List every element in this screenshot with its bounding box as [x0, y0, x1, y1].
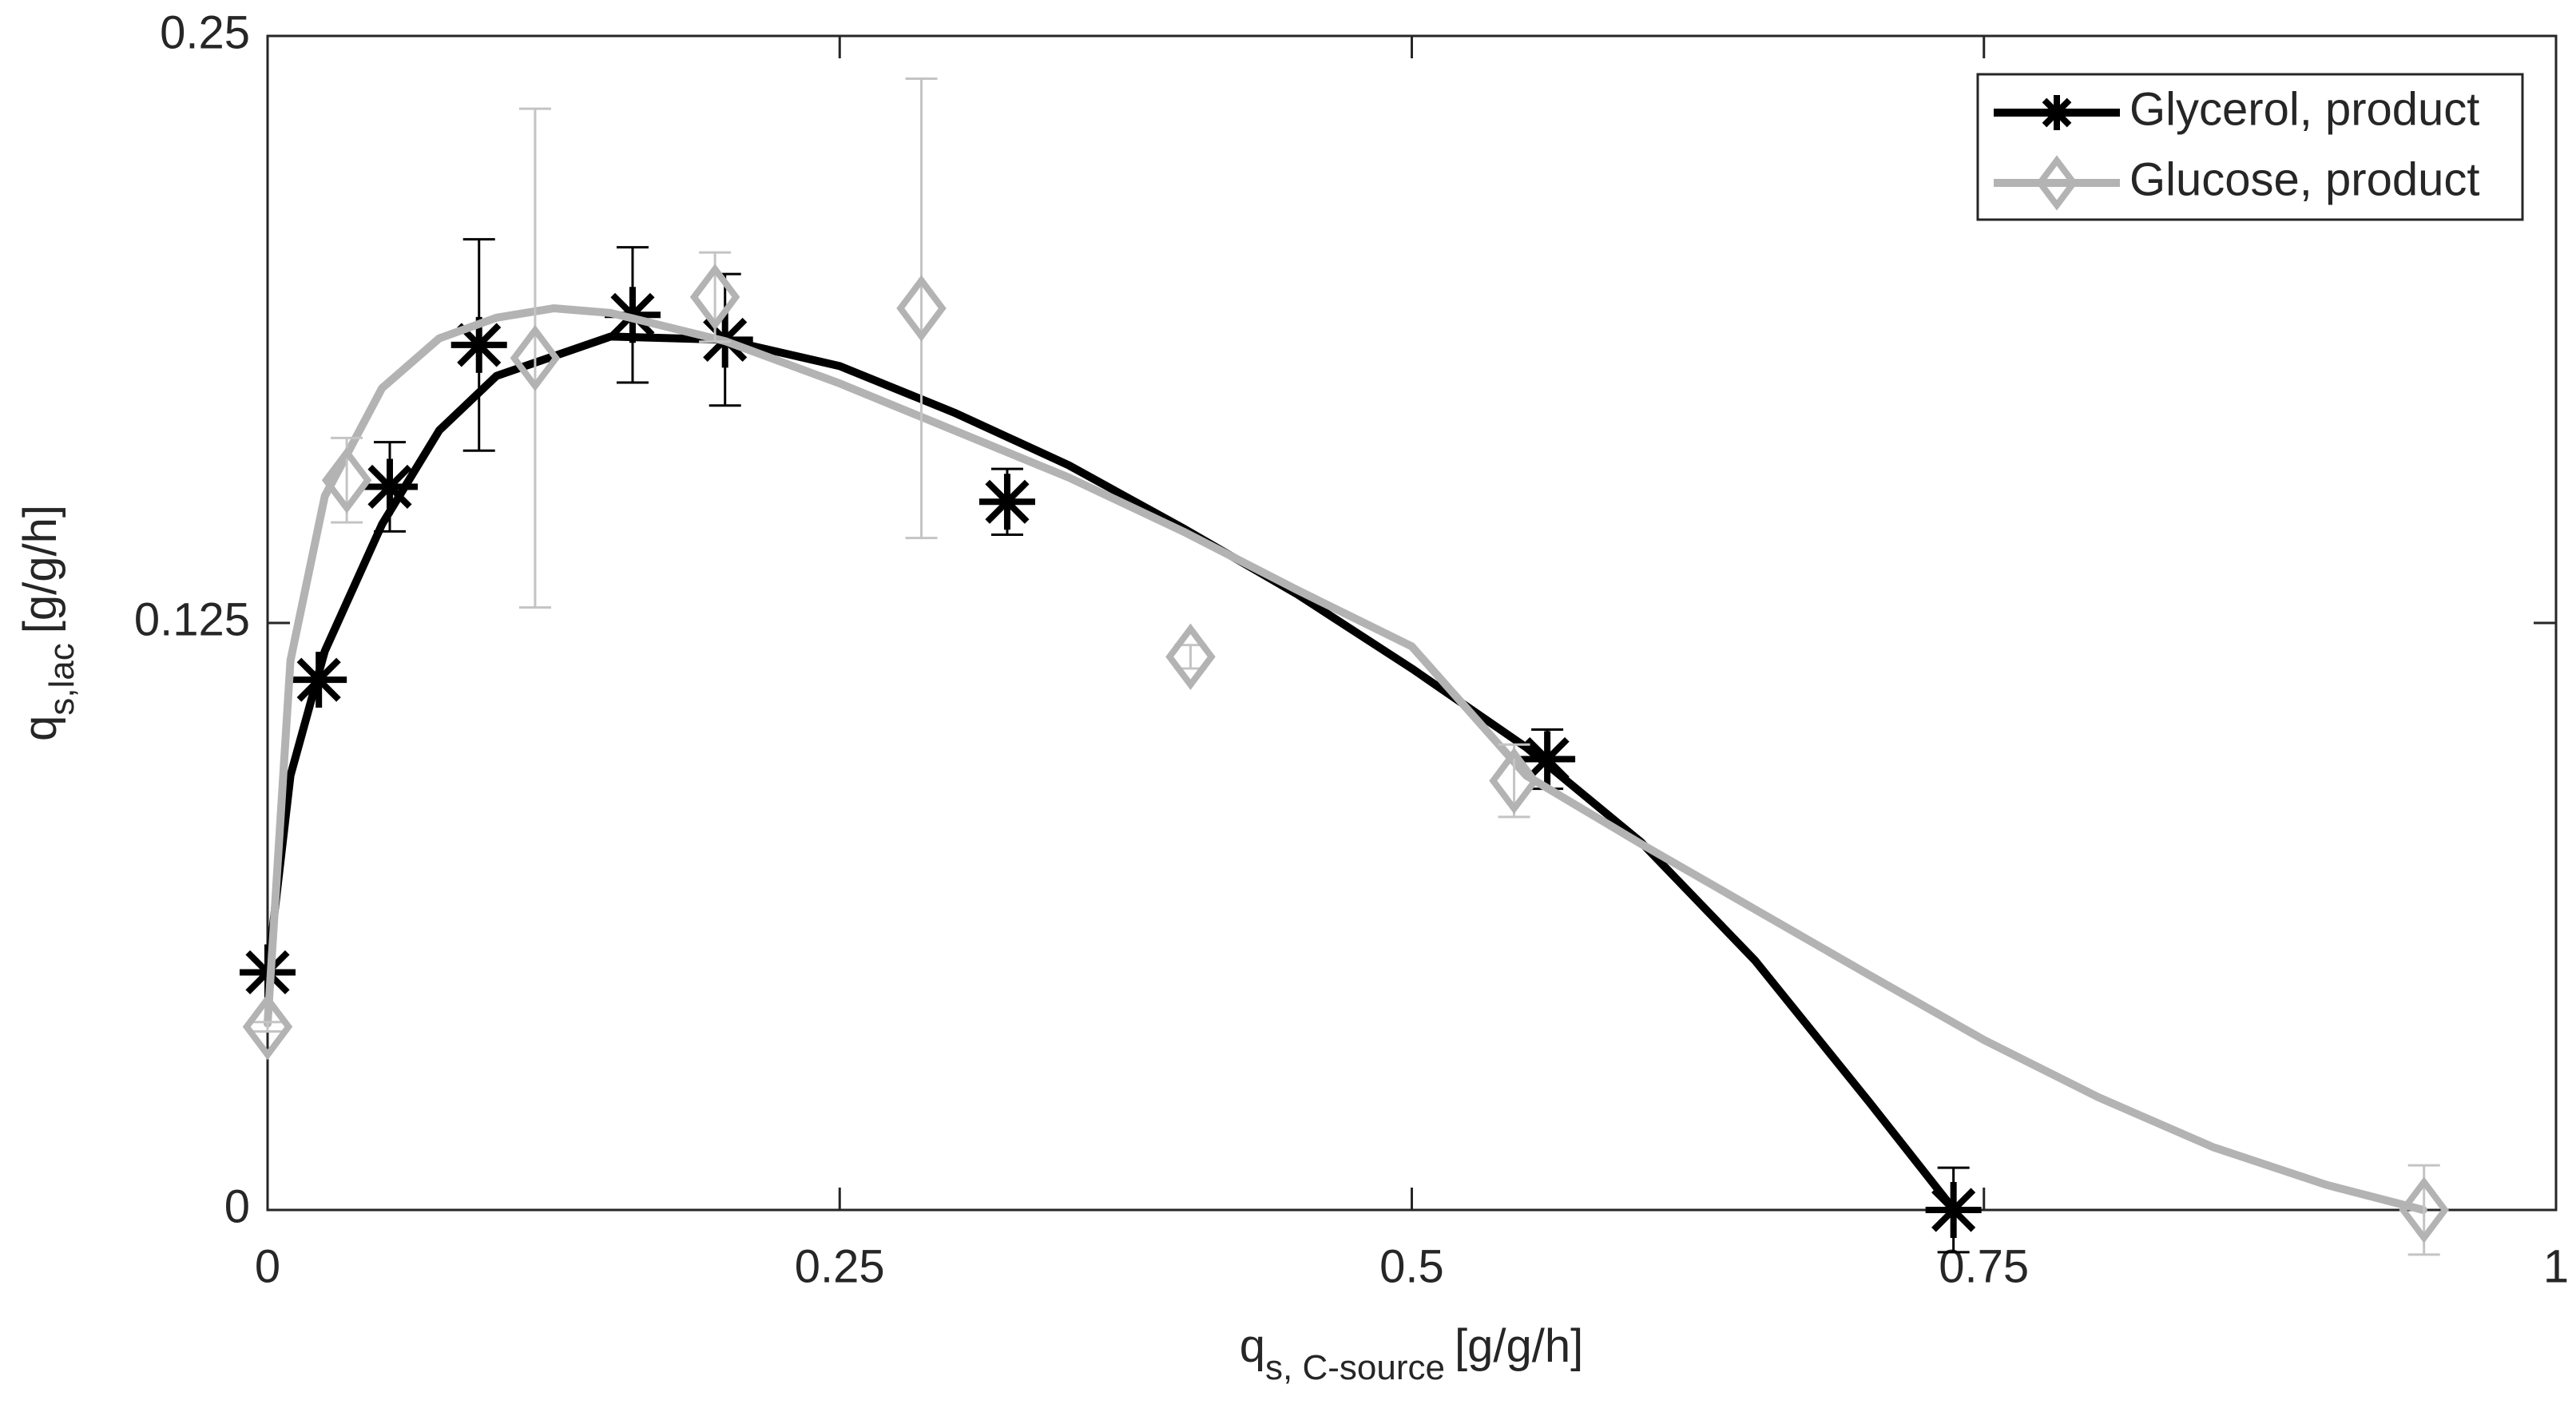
- data-point: [291, 652, 347, 708]
- star-stroke: [367, 464, 412, 510]
- data-point: [1519, 731, 1576, 787]
- legend-marker: [2036, 155, 2078, 211]
- plot-frame: [266, 34, 2558, 1212]
- data-point: [242, 994, 293, 1061]
- data-point: [1489, 747, 1539, 815]
- error-bar: [518, 107, 551, 609]
- data-point: [1925, 1182, 1982, 1238]
- y-label-main: q: [14, 716, 66, 741]
- star-stroke: [296, 657, 341, 702]
- x-tick-label: 0.5: [1379, 1240, 1444, 1292]
- data-point: [510, 324, 561, 392]
- diamond-outline: [896, 275, 947, 342]
- diamond-outline: [689, 264, 740, 331]
- data-point: [689, 264, 740, 331]
- legend-box: [1976, 73, 2524, 221]
- y-tick-label: 0.125: [134, 593, 250, 645]
- diamond-outline: [242, 994, 293, 1061]
- legend-label: Glucose, product: [2129, 153, 2479, 205]
- error-bar: [905, 77, 938, 540]
- data-point: [361, 458, 418, 515]
- data-point: [896, 275, 947, 342]
- x-tick-label: 0: [255, 1240, 280, 1292]
- diamond-outline: [2399, 1176, 2449, 1244]
- diamond-outline: [1165, 623, 1216, 691]
- star-stroke: [2042, 97, 2072, 128]
- diamond-outline: [1489, 747, 1539, 815]
- error-bar: [252, 1021, 284, 1033]
- x-label-sub: s, C-source: [1265, 1348, 1445, 1387]
- y-label-sub: s,lac: [42, 643, 81, 715]
- y-tick-label: 0: [224, 1180, 250, 1232]
- star-stroke: [1931, 1188, 1976, 1232]
- fit-line: [264, 304, 2427, 1214]
- star-stroke: [457, 323, 502, 367]
- x-tick-label: 0.25: [795, 1240, 885, 1292]
- star-stroke: [1525, 736, 1570, 782]
- data-point: [2399, 1176, 2449, 1244]
- x-axis-label: qs, C-source [g/g/h]: [1240, 1320, 1583, 1386]
- x-tick-label: 1: [2543, 1240, 2569, 1292]
- x-label-unit: [g/g/h]: [1455, 1320, 1583, 1372]
- star-stroke: [985, 479, 1030, 524]
- y-label-unit: [g/g/h]: [14, 505, 66, 633]
- y-tick-label: 0.25: [160, 6, 250, 58]
- legend: Glycerol, product Glucose, product: [1976, 73, 2524, 221]
- data-point: [978, 474, 1035, 530]
- diamond-outline: [321, 446, 372, 514]
- series-group: [242, 77, 2449, 1256]
- x-label-main: q: [1240, 1320, 1265, 1372]
- diamond-outline: [510, 324, 561, 392]
- diamond-outline: [2036, 155, 2078, 211]
- legend-marker: [2039, 95, 2074, 130]
- legend-symbol: [2036, 155, 2078, 211]
- legend-symbol: [2039, 95, 2074, 130]
- data-point: [321, 446, 372, 514]
- data-point: [1165, 623, 1216, 691]
- legend-label: Glycerol, product: [2129, 83, 2479, 135]
- y-axis-label: qs,lac [g/g/h]: [14, 505, 81, 741]
